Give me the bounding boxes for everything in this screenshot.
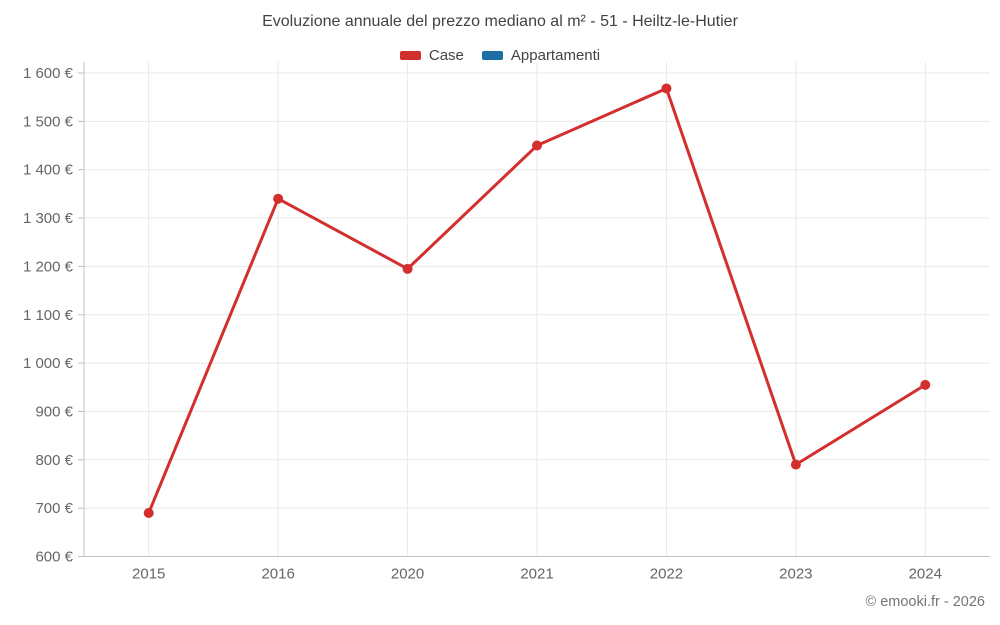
y-tick-label: 1 300 € <box>23 210 74 227</box>
y-tick-label: 1 000 € <box>23 355 74 372</box>
chart-title: Evoluzione annuale del prezzo mediano al… <box>262 13 738 30</box>
y-tick-label: 700 € <box>35 500 73 517</box>
x-tick-label: 2021 <box>520 566 553 583</box>
case-data-point[interactable] <box>532 140 542 151</box>
y-tick-label: 1 200 € <box>23 258 74 275</box>
y-tick-label: 1 600 € <box>23 65 74 82</box>
y-tick-label: 1 100 € <box>23 307 74 324</box>
y-tick-label: 800 € <box>35 452 73 469</box>
y-tick-label: 900 € <box>35 403 73 420</box>
case-data-point[interactable] <box>790 459 801 470</box>
legend-swatch-icon <box>481 51 503 60</box>
x-tick-label: 2020 <box>391 566 424 583</box>
legend-label: Case <box>428 47 464 64</box>
case-data-point[interactable] <box>273 193 284 204</box>
x-tick-label: 2023 <box>779 566 812 583</box>
case-data-point[interactable] <box>143 507 154 518</box>
case-data-point[interactable] <box>402 263 413 274</box>
y-tick-label: 1 400 € <box>23 162 74 179</box>
footer-credit: © emooki.fr - 2026 <box>865 594 985 610</box>
legend-item-appartamenti[interactable]: Appartamenti <box>481 47 601 64</box>
legend-swatch-icon <box>399 51 421 60</box>
x-tick-label: 2016 <box>261 566 294 583</box>
chart-legend: Case Appartamenti <box>0 47 1000 64</box>
x-tick-label: 2022 <box>650 566 683 583</box>
case-data-point[interactable] <box>920 379 931 390</box>
x-tick-label: 2024 <box>909 566 942 583</box>
legend-item-case[interactable]: Case <box>399 47 464 64</box>
x-tick-label: 2015 <box>132 566 165 583</box>
legend-label: Appartamenti <box>510 47 601 64</box>
y-tick-label: 1 500 € <box>23 113 74 130</box>
y-tick-label: 600 € <box>35 549 73 566</box>
case-data-point[interactable] <box>661 83 672 94</box>
